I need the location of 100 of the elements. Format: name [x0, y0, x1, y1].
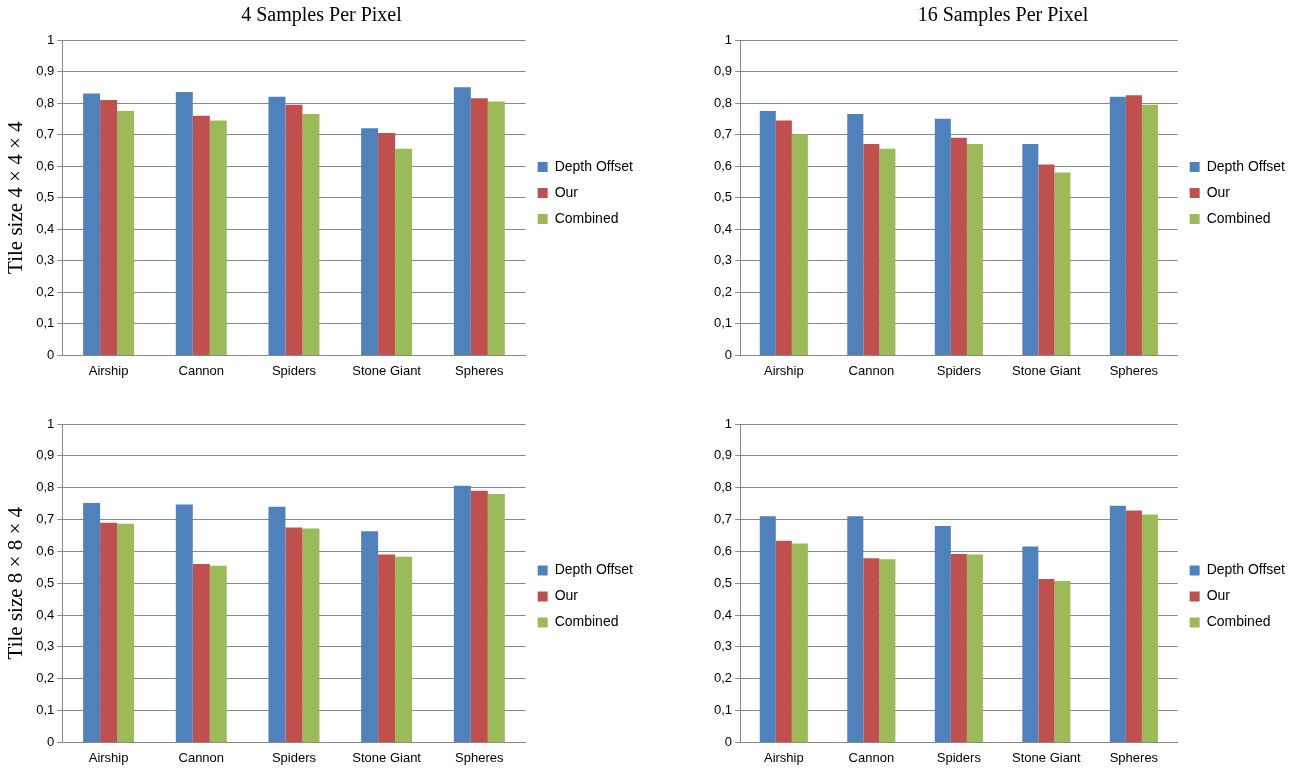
bar — [378, 133, 396, 355]
x-tick-label: Airship — [88, 749, 129, 765]
y-tick-label: 0,2 — [36, 670, 55, 686]
bar — [302, 114, 320, 355]
bar — [847, 516, 864, 742]
y-tick-label: 0,3 — [713, 252, 733, 268]
y-tick-label: 0,4 — [713, 606, 733, 622]
bar — [100, 522, 118, 742]
x-tick-label: Cannon — [178, 362, 225, 378]
y-tick-label: 0,7 — [713, 126, 733, 142]
bar — [1125, 510, 1142, 742]
bar — [1125, 95, 1142, 355]
y-tick-label: 0 — [47, 346, 55, 362]
bar — [879, 559, 896, 742]
y-tick-label: 0,1 — [36, 315, 55, 331]
bar — [209, 120, 227, 355]
bar — [759, 516, 776, 742]
bar — [453, 485, 471, 742]
bar — [302, 528, 320, 742]
y-tick-label: 0,9 — [36, 63, 55, 79]
bar — [1141, 514, 1158, 742]
y-tick-label: 0,5 — [36, 574, 55, 590]
y-tick-label: 0,4 — [713, 220, 733, 236]
y-axis-title: Tile size 4 × 4 × 4 — [3, 121, 28, 274]
legend-label: Our — [1206, 183, 1231, 200]
bar — [175, 92, 193, 355]
bar — [1038, 164, 1055, 355]
x-tick-label: Cannon — [178, 749, 225, 765]
bar — [83, 93, 101, 355]
legend-label: Depth Offset — [1206, 157, 1286, 174]
bar — [268, 96, 286, 355]
bar — [175, 504, 193, 742]
bar — [759, 110, 776, 355]
bar — [791, 543, 808, 742]
legend-label: Our — [1206, 587, 1231, 604]
bar — [268, 506, 286, 742]
bar — [1022, 546, 1039, 742]
bar — [209, 565, 227, 742]
y-tick-label: 0,9 — [713, 63, 733, 79]
y-axis-title: Tile size 8 × 8 × 4 — [3, 506, 28, 660]
bar — [117, 523, 135, 742]
y-tick-label: 0,6 — [713, 157, 733, 173]
bar — [100, 99, 118, 355]
bar — [285, 527, 303, 742]
y-tick-label: 0,7 — [713, 511, 733, 527]
bar — [863, 558, 880, 742]
bar — [192, 115, 210, 355]
y-tick-label: 0,3 — [36, 252, 55, 268]
bar — [395, 148, 413, 355]
bar — [847, 114, 864, 355]
x-tick-label: Spheres — [1109, 362, 1159, 378]
x-tick-label: Stone Giant — [1012, 749, 1082, 765]
y-tick-label: 0,5 — [713, 189, 733, 205]
y-tick-label: 1 — [47, 415, 55, 431]
x-tick-label: Spiders — [936, 362, 982, 378]
bar — [934, 525, 951, 742]
bar — [378, 554, 396, 742]
legend-label: Our — [554, 587, 579, 604]
x-tick-label: Spiders — [271, 749, 317, 765]
bar — [1038, 579, 1055, 742]
legend-label: Depth Offset — [554, 561, 634, 578]
bar — [395, 556, 413, 742]
legend-label: Depth Offset — [554, 157, 634, 174]
bar — [487, 101, 505, 355]
y-tick-label: 0,5 — [36, 189, 55, 205]
bar — [950, 137, 967, 355]
bar — [117, 110, 135, 355]
legend-label: Our — [554, 183, 579, 200]
x-tick-label: Spheres — [455, 362, 505, 378]
bar — [791, 134, 808, 355]
x-tick-label: Stone Giant — [1012, 362, 1082, 378]
bar — [1054, 172, 1071, 355]
legend-label: Depth Offset — [1206, 561, 1286, 578]
bar — [863, 144, 880, 355]
bar — [950, 553, 967, 742]
y-tick-label: 0,1 — [713, 702, 733, 718]
y-tick-label: 0,7 — [36, 511, 55, 527]
y-tick-label: 0,9 — [713, 447, 733, 463]
x-tick-label: Spiders — [936, 749, 982, 765]
y-tick-label: 1 — [724, 31, 733, 47]
y-tick-label: 0,8 — [36, 94, 55, 110]
x-tick-label: Airship — [763, 362, 804, 378]
bar — [1141, 104, 1158, 355]
y-tick-label: 0,8 — [713, 479, 733, 495]
bar — [775, 540, 792, 742]
bar — [470, 490, 488, 742]
y-tick-label: 0,3 — [713, 638, 733, 654]
x-tick-label: Stone Giant — [352, 749, 422, 765]
x-tick-label: Cannon — [848, 749, 895, 765]
y-tick-label: 0,8 — [36, 479, 55, 495]
bar — [361, 531, 379, 742]
chart-title: 4 Samples Per Pixel — [241, 3, 403, 27]
bar — [1109, 96, 1126, 355]
y-tick-label: 0 — [724, 346, 733, 362]
y-tick-label: 0,1 — [36, 702, 55, 718]
bar — [83, 502, 101, 742]
bar — [879, 148, 896, 355]
bar — [934, 118, 951, 355]
bar — [966, 144, 983, 355]
x-tick-label: Stone Giant — [352, 362, 422, 378]
